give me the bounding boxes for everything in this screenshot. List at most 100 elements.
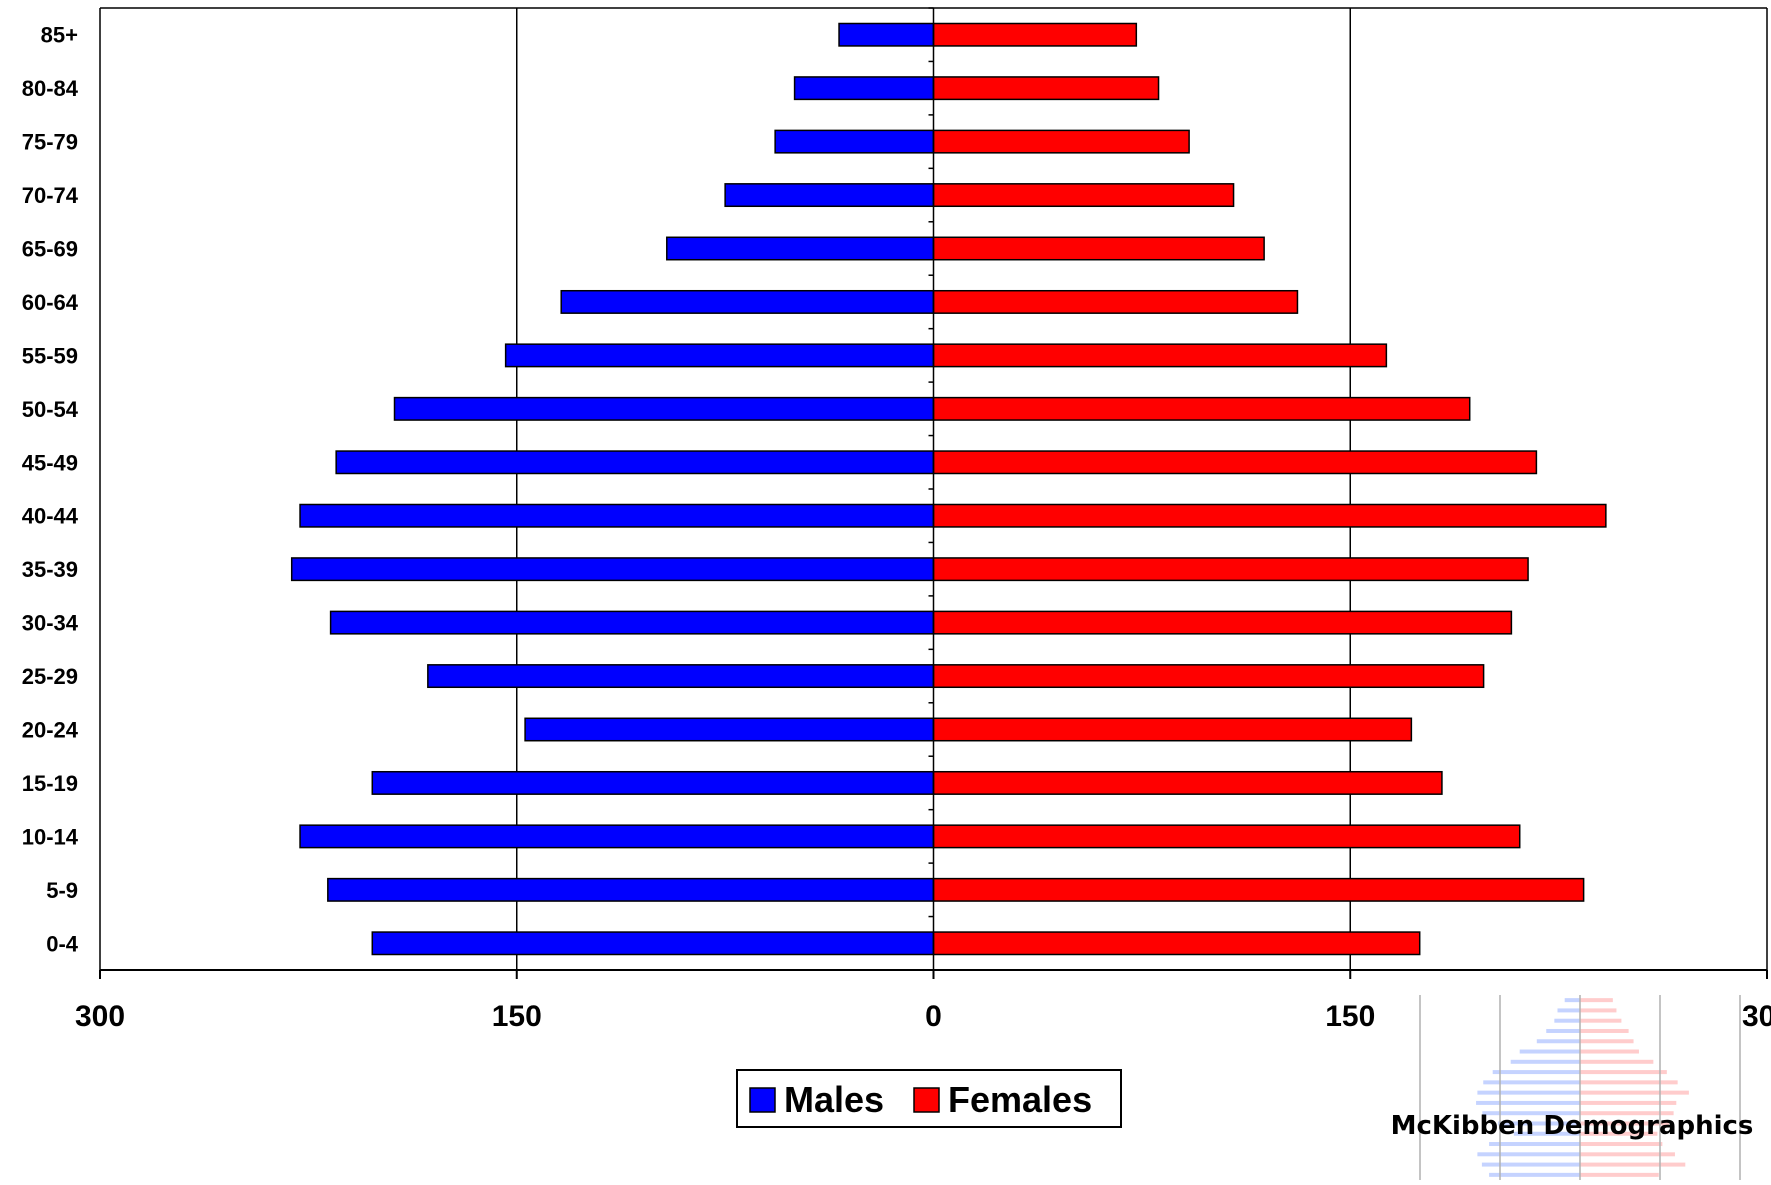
logo-bar-male-15 (1554, 1018, 1580, 1023)
bar-females-45-49 (932, 450, 1538, 475)
logo-bar-male-11 (1510, 1059, 1580, 1064)
category-label-20-24: 20-24 (22, 718, 79, 743)
category-label-45-49: 45-49 (22, 450, 78, 475)
bar-females-60-64 (932, 289, 1299, 314)
logo-bar-male-16 (1557, 1008, 1580, 1013)
logo-bar-female-17 (1580, 998, 1613, 1003)
logo-bar-male-5 (1498, 1121, 1580, 1126)
logo-bar-female-4 (1580, 1131, 1658, 1136)
category-label-10-14: 10-14 (22, 824, 79, 849)
bar-males-45-49 (335, 450, 935, 475)
bars (290, 22, 1607, 956)
bar-males-50-54 (393, 396, 935, 421)
category-label-65-69: 65-69 (22, 237, 78, 262)
bar-males-70-74 (724, 183, 935, 208)
logo-bar-female-2 (1580, 1152, 1675, 1157)
logo-bar-female-9 (1580, 1080, 1678, 1085)
x-tick-label-2: 0 (925, 1000, 942, 1033)
logo-bar-female-12 (1580, 1049, 1639, 1054)
x-tick-labels: 300 150 0 150 300 (75, 1000, 1771, 1033)
legend-swatch-females (913, 1087, 940, 1113)
bar-females-35-39 (932, 557, 1529, 582)
bar-males-65-69 (666, 236, 935, 261)
bar-females-20-24 (932, 717, 1413, 742)
bar-females-10-14 (932, 824, 1521, 849)
category-label-50-54: 50-54 (22, 397, 79, 422)
logo-bar-male-13 (1536, 1039, 1580, 1044)
category-label-0-4: 0-4 (46, 931, 79, 956)
bar-males-75-79 (774, 129, 935, 154)
mckibben-logo: McKibben Demographics (1391, 995, 1754, 1180)
bar-females-0-4 (932, 931, 1421, 956)
logo-bar-female-0 (1580, 1172, 1659, 1177)
logo-bar-male-2 (1477, 1152, 1580, 1157)
category-label-85+: 85+ (41, 23, 78, 48)
bar-males-15-19 (371, 770, 935, 795)
category-label-80-84: 80-84 (22, 76, 79, 101)
category-label-40-44: 40-44 (22, 504, 79, 529)
logo-bar-male-4 (1513, 1131, 1580, 1136)
category-label-55-59: 55-59 (22, 343, 78, 368)
category-label-75-79: 75-79 (22, 130, 78, 155)
logo-bar-female-1 (1580, 1162, 1686, 1167)
bar-females-65-69 (932, 236, 1265, 261)
logo-bar-female-7 (1580, 1100, 1677, 1105)
bar-females-30-34 (932, 610, 1513, 635)
logo-bar-male-12 (1519, 1049, 1580, 1054)
bar-females-15-19 (932, 770, 1443, 795)
logo-bar-female-11 (1580, 1059, 1654, 1064)
logo-bar-female-8 (1580, 1090, 1689, 1095)
logo-bar-male-3 (1489, 1142, 1580, 1147)
bar-males-55-59 (504, 343, 935, 368)
logo-bar-female-16 (1580, 1008, 1617, 1013)
bar-females-25-29 (932, 664, 1485, 689)
logo-bar-female-13 (1580, 1039, 1634, 1044)
logo-bar-female-5 (1580, 1121, 1670, 1126)
legend-label-females: Females (948, 1079, 1092, 1120)
bar-males-10-14 (299, 824, 935, 849)
legend-label-males: Males (784, 1079, 884, 1120)
logo-bar-male-9 (1483, 1080, 1580, 1085)
legend-swatch-males (749, 1087, 776, 1113)
category-label-5-9: 5-9 (46, 878, 78, 903)
logo-bar-male-0 (1489, 1172, 1580, 1177)
logo-bar-male-1 (1481, 1162, 1580, 1167)
logo-bar-female-6 (1580, 1111, 1674, 1116)
logo-bar-female-14 (1580, 1028, 1629, 1033)
bar-males-80-84 (793, 76, 935, 101)
x-tick-label-4: 300 (1742, 1000, 1771, 1033)
logo-mini-pyramid (1419, 995, 1741, 1180)
category-label-60-64: 60-64 (22, 290, 79, 315)
bar-males-5-9 (327, 877, 935, 902)
category-label-25-29: 25-29 (22, 664, 78, 689)
logo-bar-male-14 (1546, 1028, 1580, 1033)
logo-bar-female-3 (1580, 1142, 1663, 1147)
logo-bar-male-8 (1477, 1090, 1580, 1095)
category-label-15-19: 15-19 (22, 771, 78, 796)
logo-bar-male-6 (1482, 1111, 1580, 1116)
category-label-30-34: 30-34 (22, 611, 79, 636)
x-tick-label-3: 150 (1325, 1000, 1375, 1033)
bar-males-25-29 (427, 664, 935, 689)
bar-males-85+ (838, 22, 935, 47)
bar-males-35-39 (290, 557, 935, 582)
bar-females-75-79 (932, 129, 1190, 154)
bar-females-70-74 (932, 183, 1235, 208)
bar-males-40-44 (299, 503, 935, 528)
logo-bar-female-10 (1580, 1070, 1667, 1075)
logo-bar-male-17 (1564, 998, 1580, 1003)
bar-males-30-34 (329, 610, 935, 635)
category-label-70-74: 70-74 (22, 183, 79, 208)
category-label-35-39: 35-39 (22, 557, 78, 582)
logo-bar-female-15 (1580, 1018, 1622, 1023)
logo-bar-male-7 (1476, 1100, 1580, 1105)
category-labels: 0-4 5-9 10-14 15-19 20-24 25-29 30-34 35-39 40-4… (22, 23, 79, 957)
bar-females-55-59 (932, 343, 1388, 368)
bar-females-50-54 (932, 396, 1471, 421)
bar-females-85+ (932, 22, 1138, 47)
bar-males-20-24 (524, 717, 935, 742)
bar-males-0-4 (371, 931, 935, 956)
x-tick-label-0: 300 (75, 1000, 125, 1033)
logo-text: McKibben Demographics (1391, 1111, 1754, 1141)
